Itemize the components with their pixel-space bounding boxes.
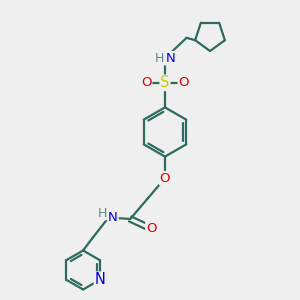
Text: H: H bbox=[155, 52, 164, 65]
Text: O: O bbox=[160, 172, 170, 185]
Text: N: N bbox=[108, 211, 118, 224]
Text: S: S bbox=[160, 75, 170, 90]
Text: N: N bbox=[94, 272, 105, 287]
Text: O: O bbox=[141, 76, 152, 89]
Text: O: O bbox=[146, 221, 157, 235]
Text: H: H bbox=[98, 206, 107, 220]
Text: N: N bbox=[166, 52, 175, 65]
Text: O: O bbox=[178, 76, 189, 89]
